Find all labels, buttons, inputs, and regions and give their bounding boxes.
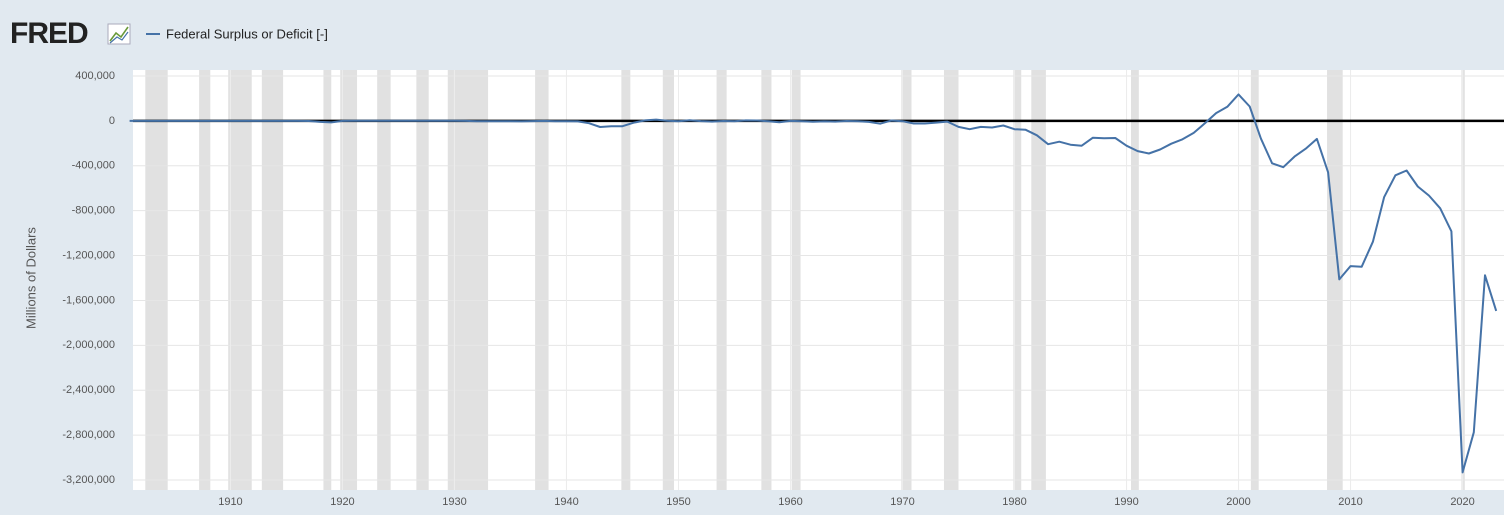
recession-band (228, 70, 252, 490)
x-tick-label: 1920 (330, 496, 354, 508)
y-tick-label: 0 (109, 115, 115, 127)
recession-band (1031, 70, 1046, 490)
x-tick-label: 1950 (666, 496, 690, 508)
x-tick-label: 1990 (1114, 496, 1138, 508)
recession-band (761, 70, 772, 490)
plot-area (133, 70, 1504, 490)
y-tick-label: -3,200,000 (62, 474, 115, 486)
recession-band (1131, 70, 1139, 490)
x-tick-label: 2000 (1226, 496, 1250, 508)
recession-band (199, 70, 211, 490)
x-tick-label: 2010 (1338, 496, 1362, 508)
logo-icon (107, 23, 131, 45)
recession-band (1250, 70, 1259, 490)
recession-band (1461, 70, 1465, 490)
y-tick-label: -1,600,000 (62, 294, 115, 306)
recession-band (943, 70, 959, 490)
x-tick-label: 1940 (554, 496, 578, 508)
recession-band (447, 70, 489, 490)
recession-band (323, 70, 332, 490)
recession-band (416, 70, 429, 490)
y-tick-label: -800,000 (72, 205, 115, 217)
x-tick-label: 1930 (442, 496, 466, 508)
y-tick-label: -2,400,000 (62, 384, 115, 396)
series-line (129, 93, 1498, 474)
recession-band (1327, 70, 1343, 490)
y-tick-label: -2,800,000 (62, 429, 115, 441)
x-tick-label: 1970 (890, 496, 914, 508)
recession-band (716, 70, 727, 490)
x-tick-label: 1910 (218, 496, 242, 508)
recession-band (340, 70, 358, 490)
recession-band (621, 70, 631, 490)
recession-band (1013, 70, 1022, 490)
legend-label: Federal Surplus or Deficit [-] (166, 26, 328, 41)
recession-band (791, 70, 801, 490)
y-tick-label: -400,000 (72, 160, 115, 172)
recession-band (145, 70, 168, 490)
logo: FRED (10, 17, 88, 50)
y-tick-label: 400,000 (75, 70, 115, 82)
x-tick-label: 1960 (778, 496, 802, 508)
y-tick-label: -2,000,000 (62, 339, 115, 351)
y-axis-label: Millions of Dollars (23, 227, 38, 329)
y-tick-label: -1,200,000 (62, 249, 115, 261)
recession-band (377, 70, 391, 490)
recession-band (662, 70, 675, 490)
x-tick-label: 1980 (1002, 496, 1026, 508)
x-tick-label: 2020 (1450, 496, 1474, 508)
recession-band (535, 70, 549, 490)
recession-band (261, 70, 284, 490)
recession-band (901, 70, 912, 490)
